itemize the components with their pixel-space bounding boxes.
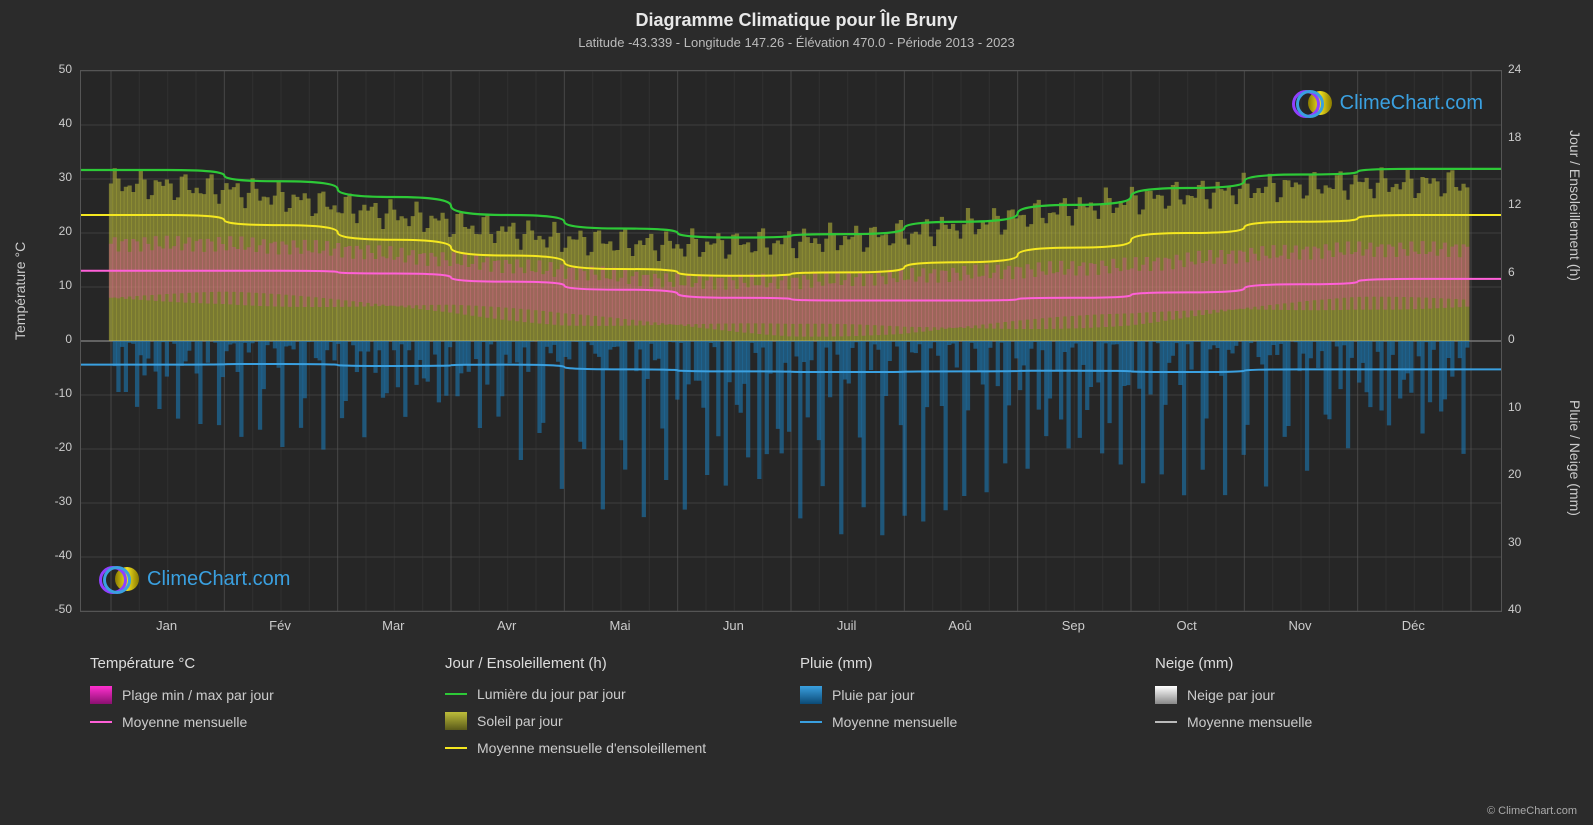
ytick-right-hours: 12 [1508,197,1538,211]
legend-item-sunshine-avg: Moyenne mensuelle d'ensoleillement [445,740,780,756]
ytick-right-hours: 18 [1508,130,1538,144]
legend-item-daylight: Lumière du jour par jour [445,686,780,702]
plot-svg [81,71,1501,611]
legend: Température °C Plage min / max par jour … [80,655,1500,766]
axis-label-left: Température °C [12,242,28,340]
watermark-top: ClimeChart.com [1292,89,1483,117]
legend-label: Lumière du jour par jour [477,686,626,702]
legend-label: Moyenne mensuelle [1187,714,1312,730]
swatch-rain-avg [800,721,822,723]
legend-item-temp-avg: Moyenne mensuelle [90,714,425,730]
swatch-temp-range [90,686,112,704]
xtick-month: Juil [817,618,877,633]
legend-header: Neige (mm) [1155,655,1490,672]
ytick-left: -50 [42,602,72,616]
ytick-left: 20 [42,224,72,238]
legend-label: Moyenne mensuelle [832,714,957,730]
watermark-bottom: ClimeChart.com [99,565,290,593]
chart-container: Diagramme Climatique pour Île Bruny Lati… [0,0,1593,825]
brand-logo-icon [1292,89,1334,117]
xtick-month: Mar [363,618,423,633]
ytick-right-mm: 30 [1508,535,1538,549]
ytick-left: -30 [42,494,72,508]
ytick-left: 40 [42,116,72,130]
ytick-left: 50 [42,62,72,76]
ytick-left: -20 [42,440,72,454]
legend-header: Température °C [90,655,425,672]
ytick-right-mm: 40 [1508,602,1538,616]
legend-label: Moyenne mensuelle [122,714,247,730]
legend-snow: Neige (mm) Neige par jour Moyenne mensue… [1145,655,1500,766]
xtick-month: Avr [477,618,537,633]
swatch-daylight [445,693,467,695]
legend-temp: Température °C Plage min / max par jour … [80,655,435,766]
legend-label: Neige par jour [1187,687,1275,703]
axis-label-right-top: Jour / Ensoleillement (h) [1567,130,1583,281]
legend-label: Soleil par jour [477,713,563,729]
legend-label: Pluie par jour [832,687,915,703]
swatch-temp-avg [90,721,112,723]
ytick-right-mm: 20 [1508,467,1538,481]
swatch-sunshine [445,712,467,730]
legend-header: Jour / Ensoleillement (h) [445,655,780,672]
chart-title: Diagramme Climatique pour Île Bruny [0,0,1593,31]
ytick-right-mm: 10 [1508,400,1538,414]
ytick-right-hours: 0 [1508,332,1538,346]
ytick-left: 10 [42,278,72,292]
ytick-left: -10 [42,386,72,400]
legend-item-sunshine: Soleil par jour [445,712,780,730]
legend-rain: Pluie (mm) Pluie par jour Moyenne mensue… [790,655,1145,766]
legend-item-snow-daily: Neige par jour [1155,686,1490,704]
swatch-snow [1155,686,1177,704]
copyright: © ClimeChart.com [1487,805,1577,817]
axis-label-right-bottom: Pluie / Neige (mm) [1567,400,1583,516]
ytick-left: -40 [42,548,72,562]
brand-text: ClimeChart.com [147,568,290,591]
xtick-month: Jan [137,618,197,633]
legend-item-snow-avg: Moyenne mensuelle [1155,714,1490,730]
legend-item-temp-range: Plage min / max par jour [90,686,425,704]
legend-label: Moyenne mensuelle d'ensoleillement [477,740,706,756]
legend-day: Jour / Ensoleillement (h) Lumière du jou… [435,655,790,766]
brand-text: ClimeChart.com [1340,92,1483,115]
ytick-right-hours: 24 [1508,62,1538,76]
xtick-month: Nov [1270,618,1330,633]
xtick-month: Aoû [930,618,990,633]
brand-logo-icon [99,565,141,593]
xtick-month: Sep [1043,618,1103,633]
ytick-left: 30 [42,170,72,184]
plot-area: ClimeChart.com ClimeChart.com [80,70,1502,612]
xtick-month: Déc [1383,618,1443,633]
ytick-right-hours: 6 [1508,265,1538,279]
legend-item-rain-daily: Pluie par jour [800,686,1135,704]
xtick-month: Fév [250,618,310,633]
xtick-month: Mai [590,618,650,633]
legend-item-rain-avg: Moyenne mensuelle [800,714,1135,730]
chart-subtitle: Latitude -43.339 - Longitude 147.26 - Él… [0,31,1593,50]
xtick-month: Jun [703,618,763,633]
ytick-left: 0 [42,332,72,346]
swatch-snow-avg [1155,721,1177,723]
swatch-sunshine-avg [445,747,467,749]
swatch-rain [800,686,822,704]
legend-header: Pluie (mm) [800,655,1135,672]
legend-label: Plage min / max par jour [122,687,274,703]
xtick-month: Oct [1157,618,1217,633]
